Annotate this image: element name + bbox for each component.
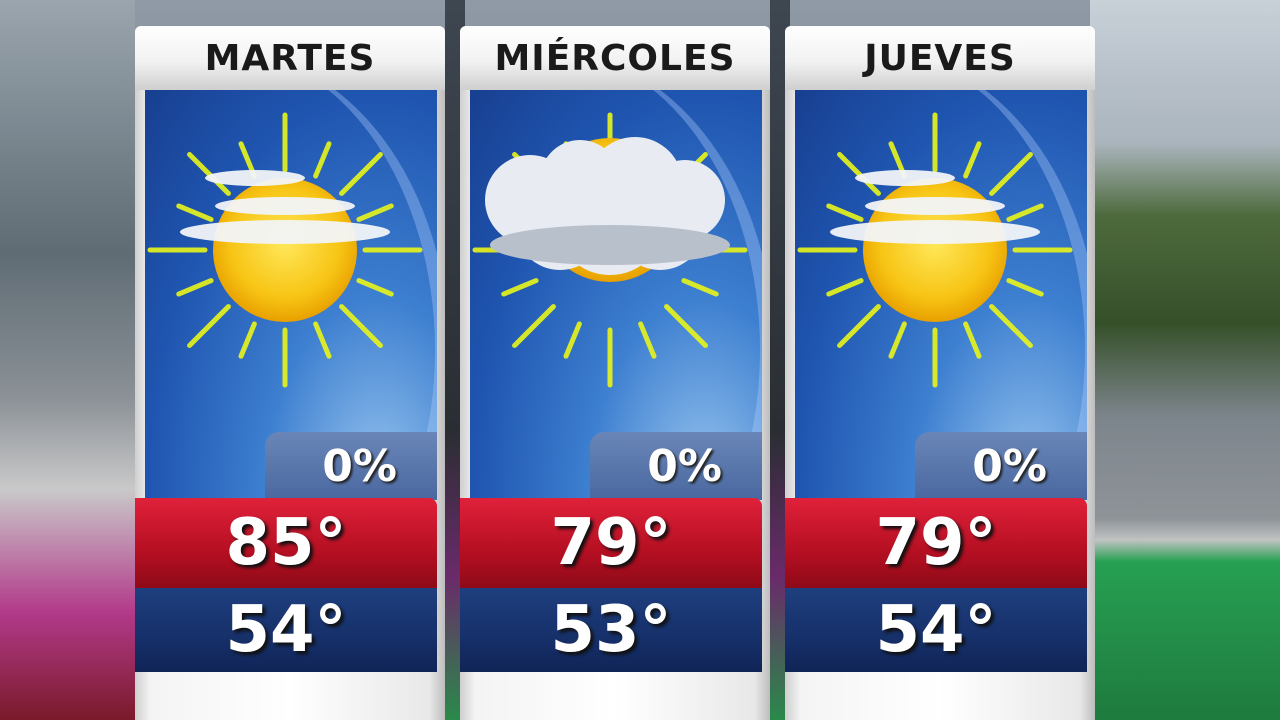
sun-ray [339,304,383,348]
low-temperature: 54° [135,588,437,672]
sun-ray [313,141,332,179]
high-temperature: 85° [135,498,437,588]
sun-ray [989,304,1033,348]
sun-ray [888,321,907,359]
high-temperature: 79° [460,498,762,588]
sun-ray [339,152,383,196]
background-city-left [0,0,135,720]
low-temperature: 54° [785,588,1087,672]
sun-ray [681,278,719,297]
day-name: JUEVES [785,26,1095,90]
weather-sky: 0% [795,90,1087,500]
precipitation-chance: 0% [915,432,1087,500]
sun-ray [187,152,231,196]
precipitation-chance: 0% [590,432,762,500]
sun-ray [1006,203,1044,222]
sun-ray [837,152,881,196]
sun-ray [356,278,394,297]
precipitation-chance: 0% [265,432,437,500]
sun-ray [176,203,214,222]
cloud-streak [215,197,355,215]
weather-sky: 0% [470,90,762,500]
sun-ray [1006,278,1044,297]
forecast-day-panel: MIÉRCOLES 0% 79° 53° [460,26,770,720]
sun-ray [963,321,982,359]
sun-ray [826,203,864,222]
cloud-shadow [490,225,730,265]
sun-ray [512,304,556,348]
day-name: MIÉRCOLES [460,26,770,90]
sun-ray [989,152,1033,196]
sun-ray [638,321,657,359]
high-temperature: 79° [785,498,1087,588]
cloud-streak [855,170,955,186]
cloud-streak [180,220,390,244]
sun-ray [238,321,257,359]
cloud-streak [205,170,305,186]
sun-ray [356,203,394,222]
background-city-right [1090,0,1280,720]
sun-ray [837,304,881,348]
sun-ray [187,304,231,348]
low-temperature: 53° [460,588,762,672]
cloud-streak [830,220,1040,244]
sun-ray [501,278,539,297]
sun-ray [176,278,214,297]
sun-ray [563,321,582,359]
sun-ray [664,304,708,348]
partly-cloudy-sun-icon [147,112,423,388]
day-name: MARTES [135,26,445,90]
forecast-day-panel: JUEVES 0% 79° 54° [785,26,1095,720]
mostly-cloudy-sun-icon [472,112,748,388]
cloud-streak [865,197,1005,215]
sun-ray [963,141,982,179]
sun-ray [313,321,332,359]
forecast-day-panel: MARTES 0% 85° 54° [135,26,445,720]
sun-ray [826,278,864,297]
weather-sky: 0% [145,90,437,500]
partly-cloudy-sun-icon [797,112,1073,388]
